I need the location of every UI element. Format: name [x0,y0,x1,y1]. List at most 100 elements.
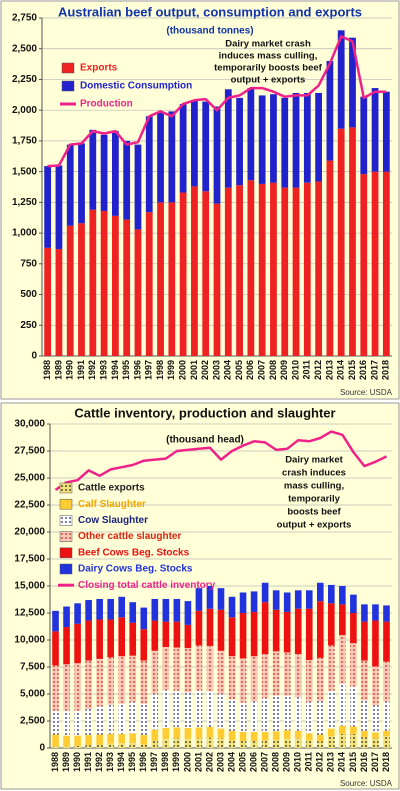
bar [294,654,302,698]
bar [294,697,302,731]
bar [85,735,92,746]
bar [294,730,302,739]
bar [206,645,214,692]
bar [281,187,289,356]
bar [272,590,280,610]
bar [151,650,159,694]
bar [206,586,214,609]
bar [118,617,126,657]
bar [184,728,192,739]
bar [339,586,346,605]
bar [272,695,280,732]
bar [350,594,357,613]
y-tick-label: 7,500 [20,662,45,673]
y-tick-label: 1,250 [12,197,37,208]
x-tick-label: 2010 [290,360,300,380]
bar [272,739,280,748]
bar [339,635,346,684]
bar [173,690,181,728]
bar [118,743,126,748]
x-tick-label: 2001 [189,360,199,380]
bar [129,742,137,748]
bar [74,663,81,711]
bar [361,604,368,622]
bar [224,89,232,188]
bar [184,624,192,649]
bar [52,610,59,632]
bar [78,223,85,356]
x-tick-label: 2005 [234,360,244,380]
x-tick-label: 2006 [248,752,258,772]
bar [316,657,324,702]
x-tick-label: 1994 [116,752,126,772]
bar [184,692,192,729]
bar [283,652,291,696]
bar [217,738,225,748]
bar [134,229,142,356]
x-tick-label: 2002 [200,360,210,380]
bar [96,744,103,748]
x-tick-label: 1992 [87,360,97,380]
legend-marker [59,482,73,494]
bar [360,96,368,175]
bar [85,620,92,661]
bar [213,203,221,356]
y-tick-label: 12,500 [14,608,45,619]
bar [281,97,289,188]
bar [236,185,243,356]
x-tick-label: 1998 [160,752,170,772]
legend-marker [59,515,73,526]
x-tick-label: 2010 [293,752,303,772]
bar [162,598,170,622]
x-tick-label: 2003 [211,360,221,380]
annotation: output + exports [231,75,306,86]
bar [217,650,225,694]
y-tick-label: 2,000 [12,105,37,116]
bar [261,582,269,603]
bar [55,249,63,356]
bar [328,690,335,729]
bar [140,629,148,661]
bar [63,710,70,736]
bar [261,698,269,732]
legend-label: Beef Cows Beg. Stocks [78,547,190,558]
bar [270,182,277,356]
bar [107,657,114,705]
bar [292,187,300,356]
bar [294,590,302,609]
annotation: temporarily boosts beef [214,63,323,74]
y-tick-label: 2,500 [20,716,45,727]
bar [350,733,357,748]
x-tick-label: 2009 [279,360,289,380]
bar [151,694,159,730]
bar [129,655,137,703]
bar [337,128,345,356]
x-tick-label: 2013 [326,752,336,772]
x-tick-label: 1989 [61,752,71,772]
chart-subtitle: (thousand head) [166,435,244,446]
bar [96,706,103,735]
bar [140,703,148,736]
annotation: induces mass culling, [219,51,318,62]
x-tick-label: 2018 [381,360,391,380]
bar [294,738,302,748]
line [47,35,387,168]
x-tick-label: 2014 [336,360,346,380]
bar [239,658,247,703]
bar [63,606,70,628]
annotation: mass culling, [284,481,344,492]
bar [52,710,59,735]
bar [52,665,59,711]
bar [258,183,266,356]
legend-label: Domestic Consumption [80,81,192,92]
y-tick-label: 15,000 [14,581,45,592]
bar [206,608,214,646]
x-tick-label: 2011 [302,360,312,380]
y-tick-label: 250 [20,320,37,331]
x-tick-label: 2017 [369,360,379,380]
y-tick-label: 0 [39,743,45,754]
legend-marker [61,62,75,74]
bar [270,94,277,183]
source: Source: USDA [340,388,393,397]
bar [74,710,81,736]
